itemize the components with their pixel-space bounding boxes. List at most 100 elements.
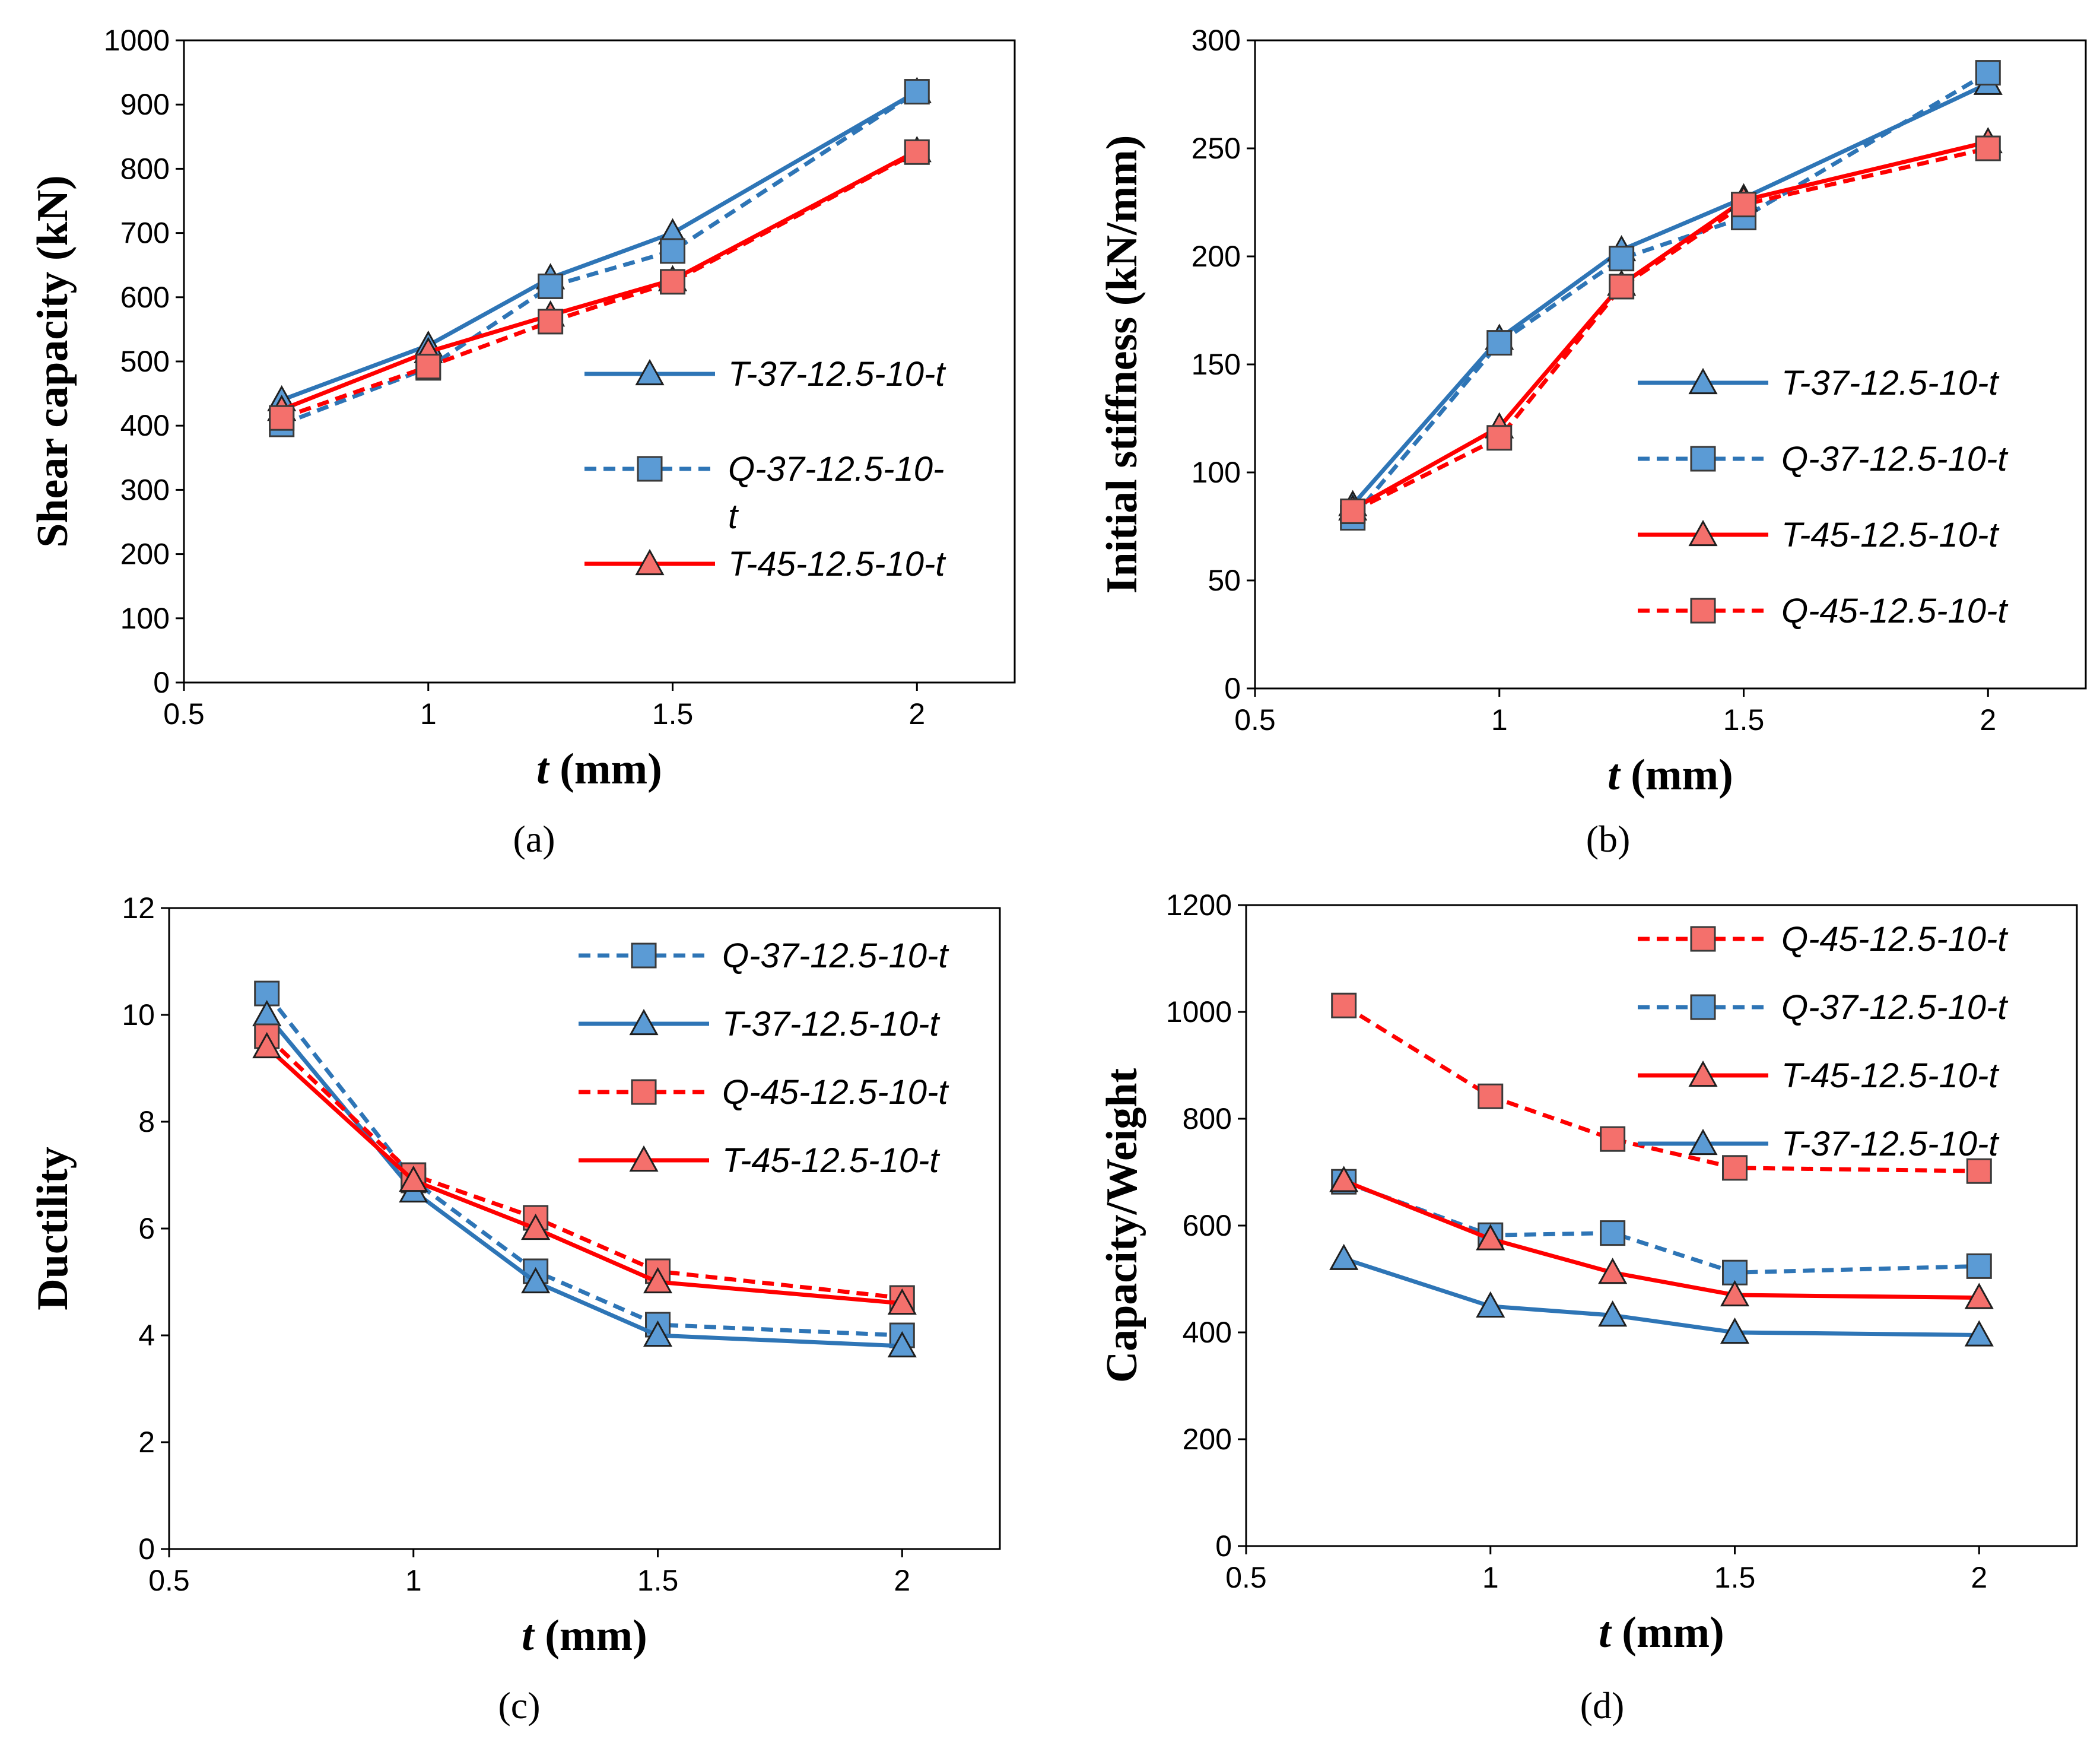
legend-swatch-marker: [1690, 446, 1716, 472]
series-T-45-12.5-10-t: [252, 1031, 917, 1315]
y-tick-label: 300: [120, 473, 170, 506]
legend-swatch-marker: [637, 456, 663, 482]
y-tick-label: 800: [120, 152, 170, 185]
data-point: [1609, 274, 1635, 300]
series-line: [1352, 146, 1989, 513]
y-tick-label: 1000: [1166, 995, 1232, 1029]
legend-swatch-marker: [635, 358, 665, 386]
data-point: [252, 1031, 282, 1059]
legend: T-37-12.5-10-t Q-37-12.5-10-t T-45-12.5-10…: [1638, 364, 2009, 630]
legend-label: T-45-12.5-10-t: [728, 545, 946, 583]
legend-swatch-marker: [629, 1145, 659, 1172]
data-point: [1329, 1243, 1359, 1270]
y-tick-label: 200: [1183, 1423, 1232, 1456]
legend-label: Q-37-12.5-10-t: [1781, 988, 2009, 1027]
data-point: [1966, 1158, 1992, 1184]
legend-label: T-37-12.5-10-t: [1781, 364, 2000, 402]
data-point: [1964, 1283, 1994, 1309]
data-point: [1476, 1224, 1505, 1250]
legend-label: T-37-12.5-10-t: [728, 355, 946, 393]
chart-panel-3: 0 2 4 6 8 10 12 0.5 1 1.5 2 Ductility t (mm) (c) Q-37-…: [28, 891, 1001, 1726]
legend-label: T-37-12.5-10-t: [722, 1005, 941, 1043]
data-point: [1964, 1320, 1994, 1347]
legend-label: Q-45-12.5-10-t: [1781, 592, 2009, 630]
panel-caption: (d): [1580, 1684, 1625, 1726]
x-axis-label: t (mm): [536, 745, 662, 794]
x-axis-label: t (mm): [1607, 751, 1733, 799]
data-point: [904, 79, 930, 105]
x-tick-label: 0.5: [1234, 703, 1276, 737]
y-tick-label: 900: [120, 88, 170, 121]
legend-label: Q-37-12.5-10-t: [722, 937, 949, 975]
y-tick-label: 0: [138, 1532, 155, 1566]
y-axis-label: Ductility: [28, 1147, 77, 1310]
y-tick-label: 400: [120, 409, 170, 442]
x-tick-label: 0.5: [163, 697, 205, 731]
y-tick-label: 500: [120, 345, 170, 378]
y-tick-label: 250: [1192, 132, 1241, 165]
data-point: [643, 1267, 673, 1294]
x-tick-label: 1.5: [1723, 703, 1765, 737]
legend-swatch-marker: [1690, 994, 1716, 1020]
legend-label: Q-45-12.5-10-t: [1781, 920, 2009, 958]
data-point: [521, 1267, 551, 1294]
legend-label: t: [728, 497, 739, 536]
x-tick-label: 0.5: [1225, 1561, 1267, 1594]
series-line: [281, 90, 919, 402]
legend-label: T-37-12.5-10-t: [1781, 1125, 2000, 1163]
panel-caption: (c): [498, 1684, 540, 1726]
panel-caption: (a): [513, 818, 555, 860]
data-point: [399, 1165, 428, 1192]
y-tick-label: 0: [153, 666, 170, 699]
legend-label: T-45-12.5-10-t: [722, 1141, 941, 1180]
x-axis-label: t (mm): [522, 1611, 647, 1660]
x-tick-label: 1: [405, 1564, 422, 1597]
chart-panel-1: 0 100 200 300 400 500 600 700 800 900 1000 0.5 1 1.5 2…: [28, 24, 1016, 860]
data-point: [269, 405, 295, 431]
series-Q-45-12.5-10-t: [269, 139, 930, 431]
legend-label: Q-37-12.5-10-t: [1781, 440, 2009, 478]
legend-swatch-marker: [629, 1008, 659, 1036]
series-line: [1351, 71, 1990, 519]
y-tick-label: 0: [1224, 672, 1241, 705]
x-tick-label: 1.5: [1714, 1561, 1756, 1594]
y-tick-label: 600: [1183, 1209, 1232, 1242]
series-line: [1343, 1179, 1980, 1275]
x-axis-label: t (mm): [1599, 1608, 1724, 1657]
data-point: [1966, 1253, 1992, 1279]
y-tick-label: 400: [1183, 1316, 1232, 1349]
data-point: [1975, 135, 2001, 161]
series-Q-45-12.5-10-t: [1340, 135, 2001, 525]
x-tick-label: 2: [908, 697, 925, 731]
panel-caption: (b): [1586, 818, 1631, 860]
y-tick-label: 2: [138, 1426, 155, 1459]
y-tick-label: 8: [138, 1105, 155, 1138]
legend-swatch-marker: [635, 548, 665, 576]
x-tick-label: 1.5: [652, 697, 694, 731]
y-tick-label: 0: [1215, 1529, 1232, 1563]
data-point: [1598, 1300, 1628, 1327]
data-point: [521, 1213, 551, 1240]
data-point: [887, 1331, 917, 1358]
data-point: [1486, 425, 1513, 451]
series-Q-37-12.5-10-t: [1340, 60, 2001, 531]
y-tick-label: 1000: [104, 24, 170, 57]
data-point: [1600, 1126, 1626, 1152]
series-T-37-12.5-10-t: [1329, 1243, 1994, 1347]
legend-label: T-45-12.5-10-t: [1781, 516, 2000, 554]
y-tick-label: 10: [122, 998, 155, 1031]
data-point: [660, 238, 686, 264]
data-point: [1486, 330, 1513, 356]
data-point: [1975, 60, 2001, 86]
series-Q-45-12.5-10-t: [1331, 992, 1992, 1184]
data-point: [1340, 499, 1366, 525]
data-point: [1598, 1258, 1628, 1284]
y-tick-label: 200: [1192, 240, 1241, 273]
data-point: [1476, 1291, 1505, 1318]
data-point: [1722, 1155, 1748, 1181]
legend-label: Q-37-12.5-10-: [728, 450, 944, 488]
legend-swatch-marker: [1690, 598, 1716, 624]
x-tick-label: 2: [1971, 1561, 1987, 1594]
series-line: [1343, 1179, 1980, 1300]
